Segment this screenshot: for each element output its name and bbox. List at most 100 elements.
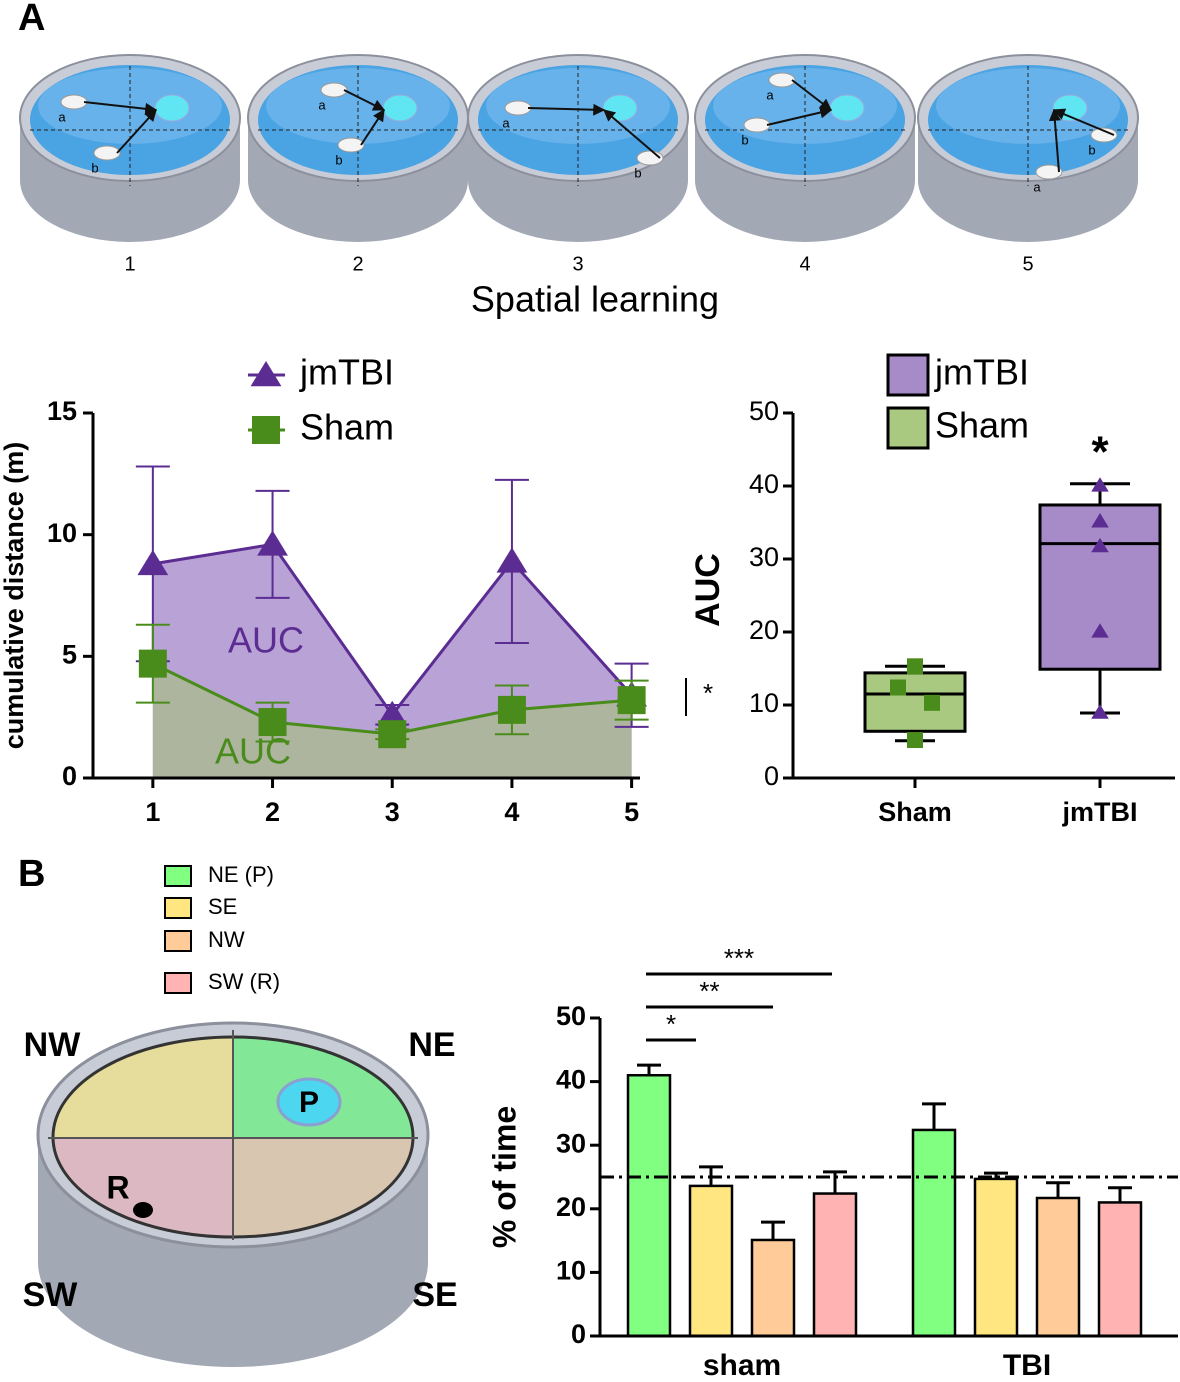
path-arrow [1048,108,1061,173]
rat-label: b [335,152,342,167]
x-tick-label: Sham [878,797,952,827]
y-tick-label: 10 [556,1256,586,1286]
release-point [133,1202,153,1218]
bar [750,1238,796,1338]
path-arrow [83,101,158,115]
y-axis-label: AUC [689,553,727,627]
path-arrow [116,109,157,154]
error-bar [823,1170,847,1194]
rat [93,145,121,161]
legend-swatch [164,897,192,919]
y-tick-label: 50 [749,396,779,426]
path-arrow [766,106,833,126]
y-tick-label: 20 [749,615,779,645]
y-tick-label: 0 [62,761,77,791]
marker [378,720,407,749]
corner-label: NE [408,1026,455,1064]
legend-swatch [886,406,930,450]
x-tick-label: 5 [624,797,639,827]
significance-label: *** [724,943,754,973]
rat-label: b [91,160,98,175]
legend-swatch [164,972,192,994]
error-bar [922,1102,946,1130]
rat-label: a [1033,179,1041,194]
annotation: AUC [215,731,291,772]
corner-label: SW [23,1276,79,1314]
annotation: AUC [228,620,304,661]
box [863,671,967,733]
rat-label: a [318,97,326,112]
marker [258,708,287,737]
rat-label: b [741,132,748,147]
platform [382,94,418,122]
bar [626,1073,672,1338]
significance-label: ** [699,976,719,1006]
bar [688,1184,734,1338]
y-tick-label: 30 [749,542,779,572]
marker [137,549,169,576]
path-arrow [360,108,385,146]
y-tick-label: 40 [749,469,779,499]
corner-label: SE [412,1276,457,1314]
x-tick-label: sham [703,1349,781,1382]
error-bar [1046,1181,1070,1198]
marker [1091,623,1109,638]
rat-label: a [58,109,66,124]
y-tick-label: 50 [556,1001,586,1031]
legend-marker [250,361,282,387]
area [152,663,632,778]
rat-label: b [634,165,641,180]
pool-water-light [38,68,222,144]
platform [602,94,638,122]
bar [973,1177,1019,1338]
marker [1091,537,1109,553]
error-bar [1108,1186,1132,1203]
pool-label: 5 [1022,253,1033,275]
y-tick-label: 10 [749,688,779,718]
y-tick-label: 0 [571,1319,586,1349]
path-arrow [791,79,832,111]
y-tick-label: 40 [556,1065,586,1095]
y-tick-label: 5 [62,639,77,669]
box [1038,503,1162,671]
legend-label: jmTBI [934,352,1029,393]
rat [743,117,771,133]
marker [1091,704,1109,719]
legend-label: NE (P) [208,862,274,887]
rat [504,100,532,116]
marker [496,547,528,573]
legend-label: Sham [935,405,1029,446]
rat [768,72,796,88]
path-arrow [603,109,661,159]
marker [924,694,940,711]
legend-marker [252,416,280,444]
rat-label: a [502,115,510,130]
bar [911,1128,957,1338]
bar [1097,1201,1143,1338]
x-tick-label: 4 [504,797,519,827]
panel-label: A [18,0,45,39]
legend-label: NW [208,927,245,952]
quadrant-diagram: P R NW NE SW SE [23,1021,458,1367]
marker [257,530,288,556]
rat [1090,127,1118,143]
pool-water-light [486,68,670,144]
marker [1091,513,1109,528]
marker [907,658,923,675]
pool-label: 1 [124,253,135,275]
y-tick-label: 30 [556,1128,586,1158]
marker [497,695,526,724]
platform [154,94,190,122]
x-tick-label: TBI [1003,1349,1051,1382]
marker [1091,477,1109,492]
marker [376,700,408,726]
significance-label: * [666,1009,676,1039]
pool-water-light [936,68,1120,144]
legend-label: SE [208,894,237,919]
marker [617,686,646,715]
platform [276,1077,342,1127]
legend-label: Sham [300,407,394,448]
path-arrow [343,89,386,111]
legend-label: SW (R) [208,969,280,994]
error-bar [637,1063,661,1076]
